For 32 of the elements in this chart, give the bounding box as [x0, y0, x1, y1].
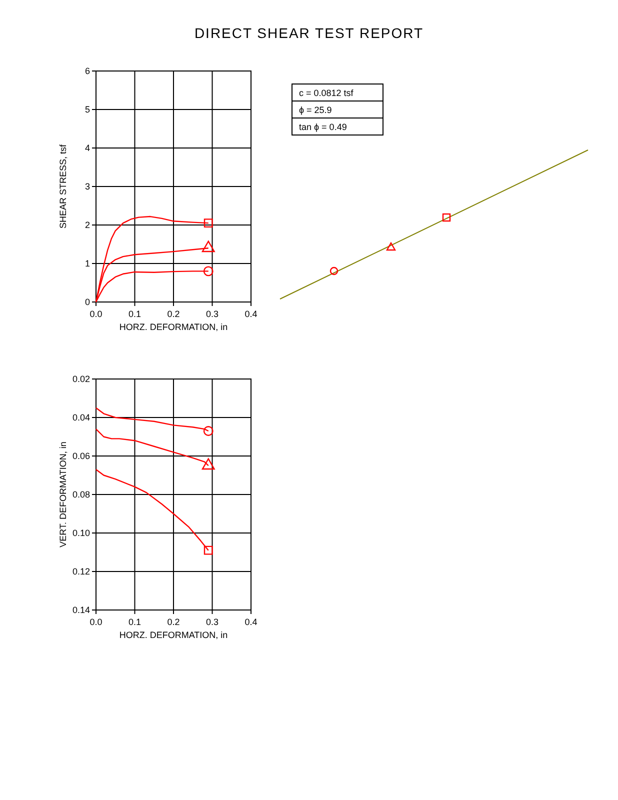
y-tick-label: 5: [84, 104, 90, 114]
y-tick-label: 4: [84, 143, 90, 153]
y-tick-label: 0.02: [72, 374, 90, 384]
y-tick-label: 0.12: [72, 566, 90, 576]
text: c = 0.0812 tsf: [299, 88, 354, 98]
y-tick-label: 1: [84, 258, 90, 268]
y-tick-label: 2: [84, 220, 90, 230]
x-tick-label: 0.0: [90, 617, 102, 627]
x-tick-label: 0.1: [128, 309, 142, 319]
y-tick-label: 0.04: [72, 412, 90, 422]
y-axis-title: SHEAR STRESS, tsf: [58, 144, 68, 229]
y-tick-label: 0.08: [72, 490, 90, 500]
x-tick-label: 0.1: [128, 617, 142, 627]
x-axis-title: HORZ. DEFORMATION, in: [119, 322, 228, 332]
y-tick-label: 0.10: [72, 528, 90, 538]
x-tick-label: 0.4: [244, 309, 258, 319]
x-tick-label: 0.3: [206, 309, 219, 319]
x-tick-label: 0.2: [167, 617, 180, 627]
x-tick-label: 0.2: [167, 309, 180, 319]
y-tick-label: 3: [84, 182, 90, 192]
x-tick-label: 0.4: [244, 617, 258, 627]
text: DIRECT SHEAR TEST REPORT: [194, 25, 424, 41]
y-tick-label: 0.14: [72, 605, 90, 615]
y-tick-label: 6: [84, 66, 90, 76]
y-tick-label: 0.06: [72, 451, 90, 461]
y-axis-title: VERT. DEFORMATION, in: [58, 442, 68, 548]
x-tick-label: 0.0: [90, 309, 102, 319]
x-axis-title: HORZ. DEFORMATION, in: [119, 630, 228, 640]
y-tick-label: 0: [84, 297, 90, 307]
text: tan ϕ = 0.49: [299, 122, 347, 132]
text: ϕ = 25.9: [299, 105, 332, 115]
x-tick-label: 0.3: [206, 617, 219, 627]
